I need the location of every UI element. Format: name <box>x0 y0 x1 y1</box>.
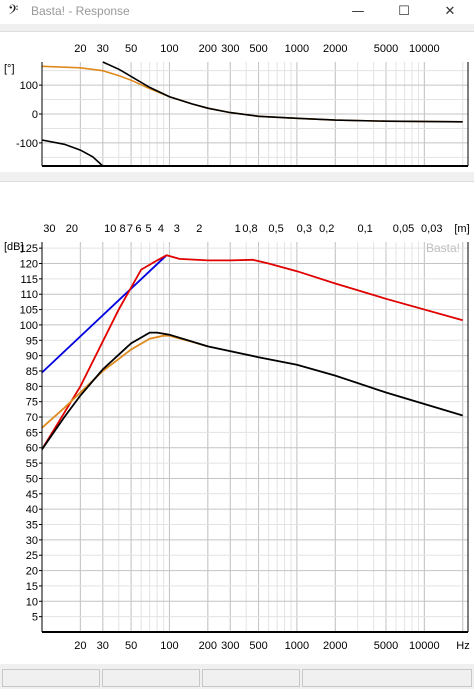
spl-series-line <box>41 254 168 374</box>
phase-x-tick-label: 10000 <box>409 43 440 55</box>
spl-y-tick-label: 25 <box>26 550 38 562</box>
spl-length-tick-label: 0,5 <box>268 223 283 235</box>
spl-length-tick-label: 8 <box>120 223 126 235</box>
spl-x-tick-label: 200 <box>199 640 217 652</box>
spl-length-tick-label: 4 <box>158 223 164 235</box>
spl-y-tick-label: 95 <box>26 335 38 347</box>
spl-length-tick-label: 20 <box>66 223 78 235</box>
phase-x-tick-label: 5000 <box>374 43 398 55</box>
spl-x-tick-label: 5000 <box>374 640 398 652</box>
spl-length-tick-label: 10 <box>104 223 116 235</box>
spl-length-tick-label: 7 <box>127 223 133 235</box>
window-title: Basta! - Response <box>31 4 130 18</box>
phase-x-tick-label: 500 <box>249 43 267 55</box>
spl-y-tick-label: 30 <box>26 535 38 547</box>
spl-length-unit: [m] <box>454 223 469 235</box>
spl-length-tick-label: 30 <box>43 223 55 235</box>
close-icon: ✕ <box>444 4 456 19</box>
minimize-icon: — <box>351 4 365 19</box>
spl-x-tick-label: 30 <box>97 640 109 652</box>
spl-panel: 125 120 115 110 105 100 95 90 85 80 75 70 65 60 55 50 45… <box>0 181 474 664</box>
spl-y-tick-label: 50 <box>26 473 38 485</box>
phase-series-line <box>102 61 463 123</box>
spl-y-tick-label: 115 <box>20 274 38 286</box>
spl-y-tick-label: 10 <box>26 596 38 608</box>
phase-y-tick-label: -100 <box>16 138 38 150</box>
phase-unit-label: [°] <box>4 63 15 75</box>
spl-y-tick-label: 105 <box>20 305 38 317</box>
spl-y-tick-label: 45 <box>26 489 38 501</box>
spl-y-tick-label: 70 <box>26 412 38 424</box>
spl-x-tick-label: 100 <box>160 640 178 652</box>
spl-length-tick-label: 5 <box>146 223 152 235</box>
phase-x-tick-label: 300 <box>221 43 239 55</box>
spl-length-tick-label: 0,3 <box>297 223 312 235</box>
spl-x-tick-label: 1000 <box>285 640 309 652</box>
phase-panel: 100 0 -100 20 30 50 100 200 300 500 1000 2000 5000 10… <box>0 31 474 173</box>
status-cell-1 <box>2 669 100 687</box>
panel-divider[interactable] <box>0 172 474 181</box>
spl-x-tick-label: 2000 <box>323 640 347 652</box>
spl-x-tick-label: 20 <box>74 640 86 652</box>
phase-x-tick-label: 30 <box>97 43 109 55</box>
phase-y-tick-label: 0 <box>32 109 38 121</box>
spl-length-tick-label: 0,03 <box>421 223 442 235</box>
spl-length-tick-label: 2 <box>196 223 202 235</box>
spl-y-tick-label: 55 <box>26 458 38 470</box>
spl-length-tick-label: 0,8 <box>242 223 257 235</box>
maximize-button[interactable]: ☐ <box>381 0 427 24</box>
minimize-button[interactable]: — <box>335 0 381 24</box>
spl-y-tick-label: 75 <box>26 397 38 409</box>
spl-chart: 1251201151101051009590858075706560555045… <box>4 223 470 652</box>
spl-y-tick-label: 40 <box>26 504 38 516</box>
spl-y-tick-label: 120 <box>20 258 38 270</box>
phase-x-tick-label: 200 <box>199 43 217 55</box>
spl-x-tick-label: Hz <box>456 640 469 652</box>
top-divider <box>0 24 474 33</box>
spl-x-tick-label: 500 <box>249 640 267 652</box>
phase-x-tick-label: 50 <box>125 43 137 55</box>
spl-y-tick-label: 20 <box>26 566 38 578</box>
spl-length-tick-label: 6 <box>135 223 141 235</box>
spl-y-tick-label: 90 <box>26 351 38 363</box>
spl-y-tick-label: 60 <box>26 443 38 455</box>
spl-plot-area <box>42 242 468 632</box>
phase-series-line <box>41 139 104 167</box>
phase-x-tick-label: 20 <box>74 43 86 55</box>
spl-y-tick-label: 15 <box>26 581 38 593</box>
spl-x-tick-label: 10000 <box>409 640 440 652</box>
spl-y-tick-label: 65 <box>26 427 38 439</box>
status-cell-4 <box>302 669 472 687</box>
close-button[interactable]: ✕ <box>427 0 473 24</box>
maximize-icon: ☐ <box>398 4 410 19</box>
spl-x-tick-label: 50 <box>125 640 137 652</box>
status-bar <box>0 667 474 689</box>
status-cell-2 <box>102 669 200 687</box>
spl-length-tick-label: 0,05 <box>393 223 414 235</box>
phase-x-tick-label: 1000 <box>285 43 309 55</box>
spl-y-tick-label: 35 <box>26 520 38 532</box>
spl-y-tick-label: 85 <box>26 366 38 378</box>
spl-length-tick-label: 3 <box>174 223 180 235</box>
spl-length-tick-label: 1 <box>235 223 241 235</box>
spl-y-tick-label: 5 <box>32 612 38 624</box>
spl-unit-label: [dB] <box>4 241 24 253</box>
spl-series-line <box>41 254 463 450</box>
spl-length-tick-label: 0,2 <box>319 223 334 235</box>
spl-watermark: Basta! <box>426 241 460 255</box>
phase-x-tick-label: 2000 <box>323 43 347 55</box>
phase-y-tick-label: 100 <box>20 80 38 92</box>
spl-y-tick-label: 80 <box>26 381 38 393</box>
title-bar: 𝄢 Basta! - Response — ☐ ✕ <box>0 0 474 24</box>
spl-length-tick-label: 0,1 <box>357 223 372 235</box>
spl-y-tick-label: 110 <box>20 289 38 301</box>
spl-y-tick-label: 100 <box>20 320 38 332</box>
phase-x-tick-label: 100 <box>160 43 178 55</box>
status-cell-3 <box>202 669 300 687</box>
spl-x-tick-label: 300 <box>221 640 239 652</box>
spl-y-tick-label: 125 <box>20 243 38 255</box>
bass-clef-icon: 𝄢 <box>8 2 19 21</box>
spl-series-line <box>41 331 463 450</box>
